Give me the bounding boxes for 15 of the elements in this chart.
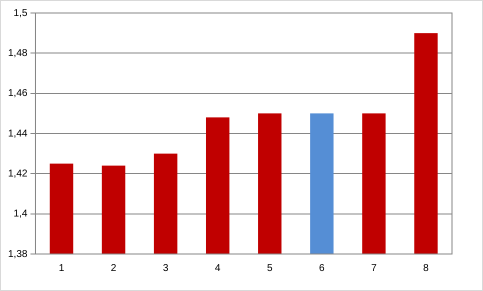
x-tick-label: 6	[319, 262, 326, 274]
y-tick-label: 1,5	[14, 8, 28, 19]
y-tick-label: 1,48	[8, 48, 28, 59]
y-tick-label: 1,44	[8, 128, 28, 140]
y-tick-label: 1,4	[14, 208, 28, 220]
y-tick-label: 1,46	[8, 88, 28, 100]
x-tick-label: 1	[58, 262, 65, 274]
x-tick-label: 3	[162, 262, 169, 274]
x-tick-label: 7	[371, 262, 378, 274]
y-tick-label: 1,42	[8, 168, 28, 180]
x-tick-label: 5	[266, 262, 273, 274]
y-tick-label: 1,38	[8, 248, 28, 260]
x-tick-label: 2	[110, 262, 117, 274]
x-tick-label: 8	[423, 262, 430, 274]
x-tick-label: 4	[214, 262, 221, 274]
